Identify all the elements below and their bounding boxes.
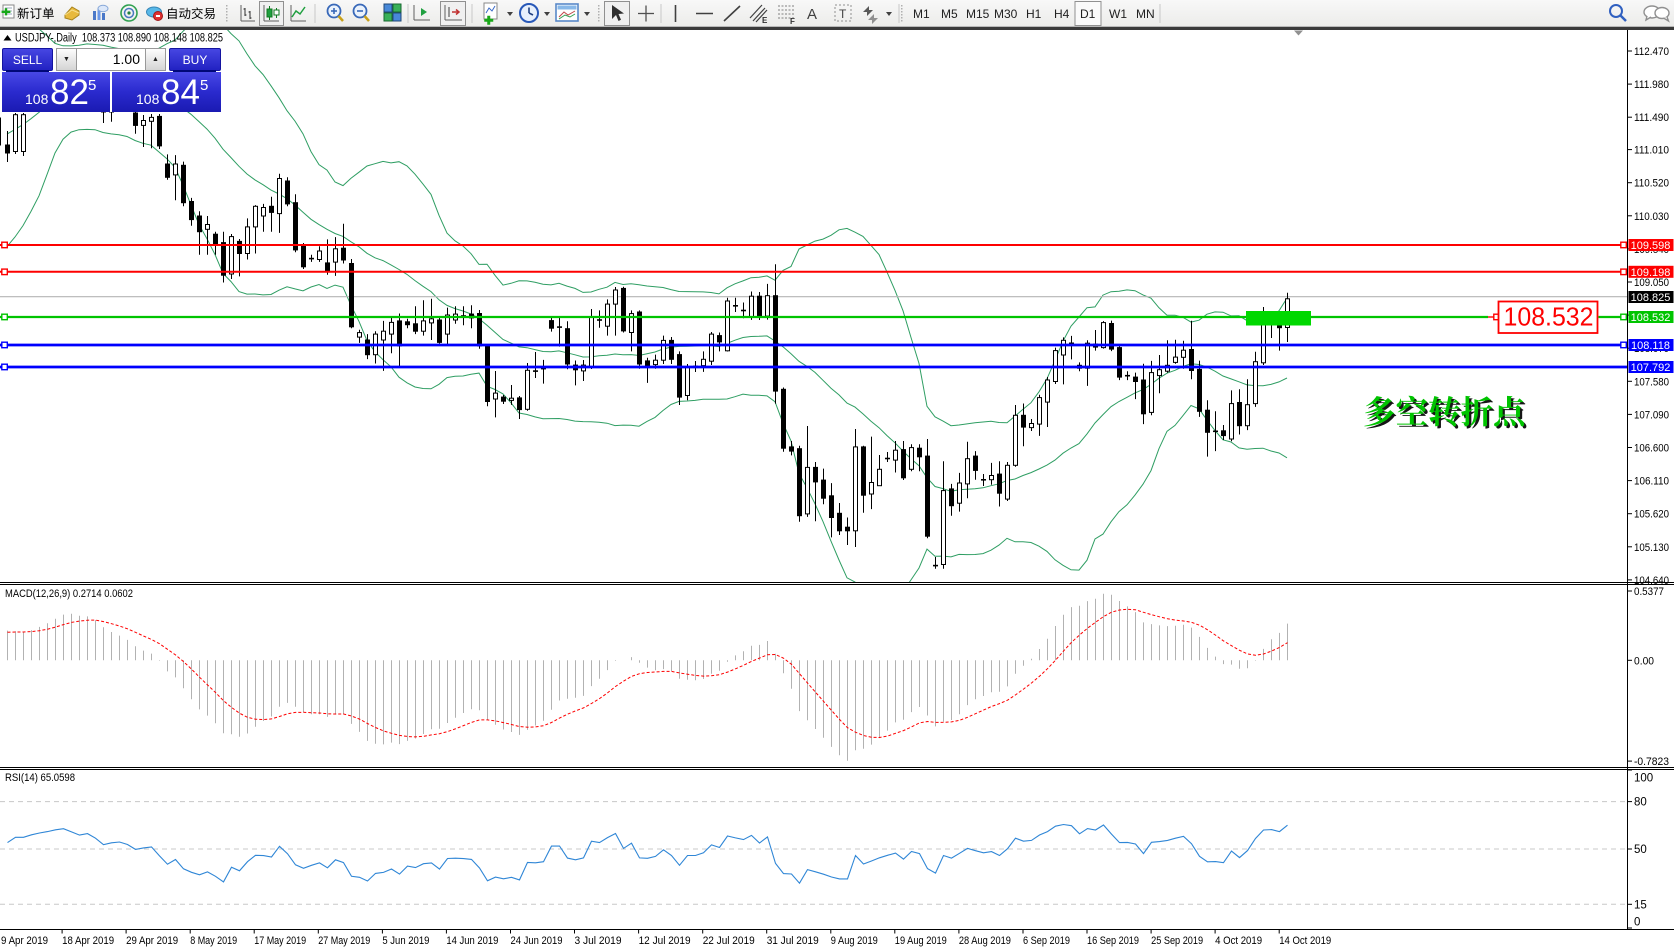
svg-text:105.620: 105.620 xyxy=(1634,509,1669,521)
svg-text:8 May 2019: 8 May 2019 xyxy=(190,935,237,947)
svg-text:T: T xyxy=(839,7,847,21)
svg-text:111.490: 111.490 xyxy=(1634,112,1669,124)
svg-text:4 Oct 2019: 4 Oct 2019 xyxy=(1215,935,1262,947)
svg-text:16 Sep 2019: 16 Sep 2019 xyxy=(1087,935,1139,947)
svg-text:104.640: 104.640 xyxy=(1634,575,1669,587)
svg-text:MN: MN xyxy=(1136,7,1155,21)
svg-text:M30: M30 xyxy=(994,7,1018,21)
svg-text:106.110: 106.110 xyxy=(1634,476,1669,488)
svg-text:109.198: 109.198 xyxy=(1631,267,1671,279)
svg-text:31 Jul 2019: 31 Jul 2019 xyxy=(767,935,819,947)
svg-text:15: 15 xyxy=(1634,899,1647,911)
svg-text:D1: D1 xyxy=(1080,7,1096,21)
svg-text:109.598: 109.598 xyxy=(1631,240,1671,252)
svg-text:18 Apr 2019: 18 Apr 2019 xyxy=(62,935,114,947)
svg-text:6 Sep 2019: 6 Sep 2019 xyxy=(1023,935,1070,947)
svg-text:E: E xyxy=(762,16,768,25)
svg-text:MACD(12,26,9) 0.2714 0.0602: MACD(12,26,9) 0.2714 0.0602 xyxy=(5,588,133,600)
svg-text:USDJPY-,Daily 108.373 108.890: USDJPY-,Daily 108.373 108.890 108.148 10… xyxy=(15,33,223,45)
svg-text:-0.7823: -0.7823 xyxy=(1634,756,1669,768)
svg-text:27 May 2019: 27 May 2019 xyxy=(318,935,370,947)
svg-text:0.5377: 0.5377 xyxy=(1634,586,1664,598)
svg-text:108.532: 108.532 xyxy=(1631,312,1671,324)
svg-text:12 Jul 2019: 12 Jul 2019 xyxy=(639,935,691,947)
svg-text:22 Jul 2019: 22 Jul 2019 xyxy=(703,935,755,947)
svg-text:3 Jul 2019: 3 Jul 2019 xyxy=(575,935,622,947)
svg-text:25 Sep 2019: 25 Sep 2019 xyxy=(1151,935,1203,947)
svg-text:112.470: 112.470 xyxy=(1634,46,1669,58)
svg-text:F: F xyxy=(790,17,795,26)
svg-text:107.580: 107.580 xyxy=(1634,376,1669,388)
svg-text:108.825: 108.825 xyxy=(1631,292,1671,304)
svg-text:108.118: 108.118 xyxy=(1631,340,1670,352)
svg-text:H4: H4 xyxy=(1054,7,1070,21)
svg-text:M15: M15 xyxy=(966,7,990,21)
svg-text:108.532: 108.532 xyxy=(1504,302,1594,332)
svg-text:28 Aug 2019: 28 Aug 2019 xyxy=(959,935,1011,947)
svg-text:110.030: 110.030 xyxy=(1634,211,1669,223)
svg-text:W1: W1 xyxy=(1109,7,1127,21)
svg-text:105.130: 105.130 xyxy=(1634,542,1669,554)
svg-text:A: A xyxy=(807,6,817,23)
svg-text:107.792: 107.792 xyxy=(1631,362,1671,374)
svg-text:111.010: 111.010 xyxy=(1634,145,1669,157)
svg-text:107.090: 107.090 xyxy=(1634,409,1669,421)
svg-text:50: 50 xyxy=(1634,844,1647,856)
svg-text:14 Jun 2019: 14 Jun 2019 xyxy=(446,935,498,947)
svg-text:14 Oct 2019: 14 Oct 2019 xyxy=(1279,935,1331,947)
svg-text:19 Aug 2019: 19 Aug 2019 xyxy=(895,935,947,947)
svg-text:RSI(14) 65.0598: RSI(14) 65.0598 xyxy=(5,772,75,784)
svg-text:0: 0 xyxy=(1634,917,1640,929)
svg-text:9 Apr 2019: 9 Apr 2019 xyxy=(1,935,48,947)
svg-text:80: 80 xyxy=(1634,797,1647,809)
svg-text:106.600: 106.600 xyxy=(1634,443,1669,455)
svg-text:M1: M1 xyxy=(913,7,930,21)
svg-text:111.980: 111.980 xyxy=(1634,79,1669,91)
svg-text:9 Aug 2019: 9 Aug 2019 xyxy=(831,935,878,947)
svg-text:5 Jun 2019: 5 Jun 2019 xyxy=(382,935,429,947)
svg-text:100: 100 xyxy=(1634,773,1653,785)
svg-text:0.00: 0.00 xyxy=(1634,655,1654,667)
svg-text:110.520: 110.520 xyxy=(1634,178,1669,190)
svg-text:H1: H1 xyxy=(1026,7,1042,21)
svg-text:109.050: 109.050 xyxy=(1634,277,1669,289)
svg-text:17 May 2019: 17 May 2019 xyxy=(254,935,306,947)
svg-text:M5: M5 xyxy=(941,7,958,21)
svg-text:29 Apr 2019: 29 Apr 2019 xyxy=(126,935,178,947)
svg-text:24 Jun 2019: 24 Jun 2019 xyxy=(511,935,563,947)
